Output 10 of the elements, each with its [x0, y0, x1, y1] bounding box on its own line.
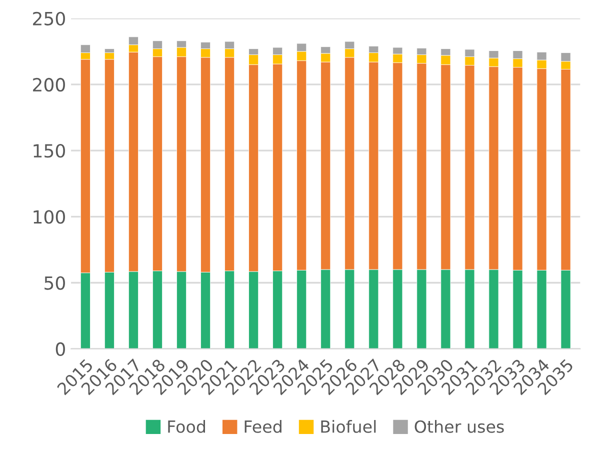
legend-label: Other uses	[414, 420, 504, 433]
y-tick-label: 0	[56, 342, 65, 356]
legend-label: Biofuel	[321, 420, 376, 433]
y-tick-label: 50	[44, 276, 65, 290]
legend-label: Food	[168, 420, 205, 433]
legend-label: Feed	[244, 420, 282, 433]
y-tick-label: 100	[34, 210, 65, 224]
y-tick-label: 200	[33, 78, 65, 92]
y-tick-label: 250	[33, 12, 65, 26]
y-tick-label: 150	[34, 144, 65, 158]
